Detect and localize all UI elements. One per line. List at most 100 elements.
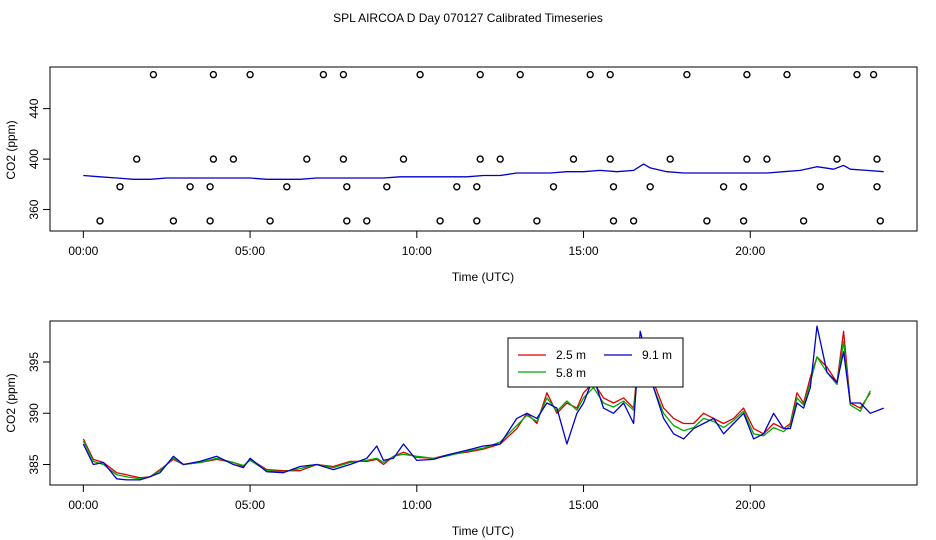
top-marker-point (666, 155, 674, 163)
top-marker-point (319, 70, 328, 79)
legend-label-9-1m: 9.1 m (642, 348, 672, 362)
top-marker-point (816, 183, 824, 191)
top-marker-point (436, 217, 444, 225)
top-y-axis-label: CO2 (ppm) (4, 120, 18, 179)
top-marker-point (739, 183, 748, 191)
bottom-x-tick-label: 20:00 (735, 498, 765, 512)
top-marker-point (453, 183, 461, 191)
chart-title: SPL AIRCOA D Day 070127 Calibrated Times… (333, 11, 603, 25)
top-y-tick-label: 440 (27, 98, 41, 118)
top-marker-point (516, 70, 524, 79)
bottom-x-axis: 00:00 05:00 10:00 15:00 20:00 (68, 484, 766, 512)
top-marker-point (416, 70, 424, 79)
bottom-x-axis-label: Time (UTC) (452, 524, 514, 538)
top-marker-point (703, 217, 711, 225)
top-marker-point (363, 217, 371, 225)
top-marker-point (399, 155, 408, 163)
top-marker-point (743, 155, 751, 163)
top-marker-point (209, 155, 218, 163)
top-marker-point (606, 70, 614, 79)
top-marker-point (383, 183, 391, 191)
top-marker-point (266, 217, 274, 225)
top-x-axis-label: Time (UTC) (452, 270, 514, 284)
top-marker-point (132, 155, 141, 163)
top-marker-point (799, 217, 808, 225)
bottom-series-line-5-8m (82, 340, 871, 480)
top-marker-point (283, 183, 291, 191)
top-marker-point (609, 217, 618, 225)
top-marker-point (116, 183, 124, 191)
top-marker-point (853, 70, 861, 79)
top-y-tick-label: 360 (27, 199, 41, 219)
bottom-y-axis-label: CO2 (ppm) (4, 373, 18, 432)
top-marker-point (476, 155, 484, 163)
bottom-x-tick-label: 00:00 (68, 498, 98, 512)
bottom-x-tick-label: 15:00 (569, 498, 599, 512)
top-marker-point (739, 217, 748, 225)
top-x-tick-label: 00:00 (68, 244, 98, 258)
top-series-group (83, 163, 884, 180)
bottom-panel: 00:00 05:00 10:00 15:00 20:00 385 390 395 Time… (4, 320, 918, 538)
top-marker-point (586, 70, 594, 79)
top-panel: 00:00 05:00 10:00 15:00 20:00 360 400 440 Time… (4, 66, 918, 284)
bottom-x-tick-label: 10:00 (402, 498, 432, 512)
bottom-series-line-2-5m (82, 330, 871, 479)
top-marker-point (869, 70, 878, 79)
top-x-tick-label: 15:00 (569, 244, 599, 258)
top-plot-frame (49, 66, 918, 232)
top-marker-point (339, 155, 348, 163)
top-marker-point (606, 155, 614, 163)
top-marker-point (569, 155, 578, 163)
top-x-tick-label: 20:00 (735, 244, 765, 258)
top-marker-point (343, 217, 351, 225)
bottom-series-group (82, 325, 884, 481)
top-marker-point (533, 217, 541, 225)
top-marker-group (96, 70, 884, 225)
top-marker-point (149, 70, 158, 79)
top-marker-point (169, 217, 178, 225)
bottom-y-tick-label: 385 (27, 454, 41, 474)
top-marker-point (683, 70, 691, 79)
legend-box (507, 337, 684, 388)
bottom-y-axis: 385 390 395 (27, 352, 50, 475)
top-marker-point (873, 183, 881, 191)
top-marker-point (246, 70, 254, 79)
legend: 2.5 m 5.8 m 9.1 m (507, 337, 684, 388)
top-series-line (83, 163, 884, 180)
top-marker-point (609, 183, 618, 191)
top-marker-point (343, 183, 351, 191)
top-marker-point (476, 70, 484, 79)
top-marker-point (763, 155, 771, 163)
top-marker-point (96, 217, 104, 225)
top-marker-point (783, 70, 791, 79)
top-marker-point (719, 183, 728, 191)
top-marker-point (549, 183, 558, 191)
top-y-axis: 360 400 440 (27, 98, 50, 220)
top-marker-point (209, 70, 218, 79)
bottom-x-tick-label: 05:00 (235, 498, 265, 512)
top-marker-point (646, 183, 654, 191)
top-marker-point (876, 217, 884, 225)
top-marker-point (303, 155, 311, 163)
top-marker-point (473, 217, 481, 225)
top-x-tick-label: 10:00 (402, 244, 432, 258)
top-marker-point (629, 217, 638, 225)
top-y-tick-label: 400 (27, 149, 41, 169)
top-marker-point (339, 70, 348, 79)
bottom-y-tick-label: 395 (27, 352, 41, 372)
top-marker-point (743, 70, 751, 79)
bottom-plot-frame (49, 320, 918, 486)
bottom-y-tick-label: 390 (27, 403, 41, 423)
top-x-tick-label: 05:00 (235, 244, 265, 258)
legend-label-2-5m: 2.5 m (556, 348, 586, 362)
top-marker-point (206, 217, 214, 225)
top-x-axis: 00:00 05:00 10:00 15:00 20:00 (68, 230, 766, 258)
top-marker-point (186, 183, 194, 191)
top-marker-point (473, 183, 481, 191)
top-marker-point (873, 155, 881, 163)
top-marker-point (496, 155, 504, 163)
legend-label-5-8m: 5.8 m (556, 366, 586, 380)
bottom-series-line-9-1m (82, 325, 884, 481)
top-marker-point (206, 183, 214, 191)
